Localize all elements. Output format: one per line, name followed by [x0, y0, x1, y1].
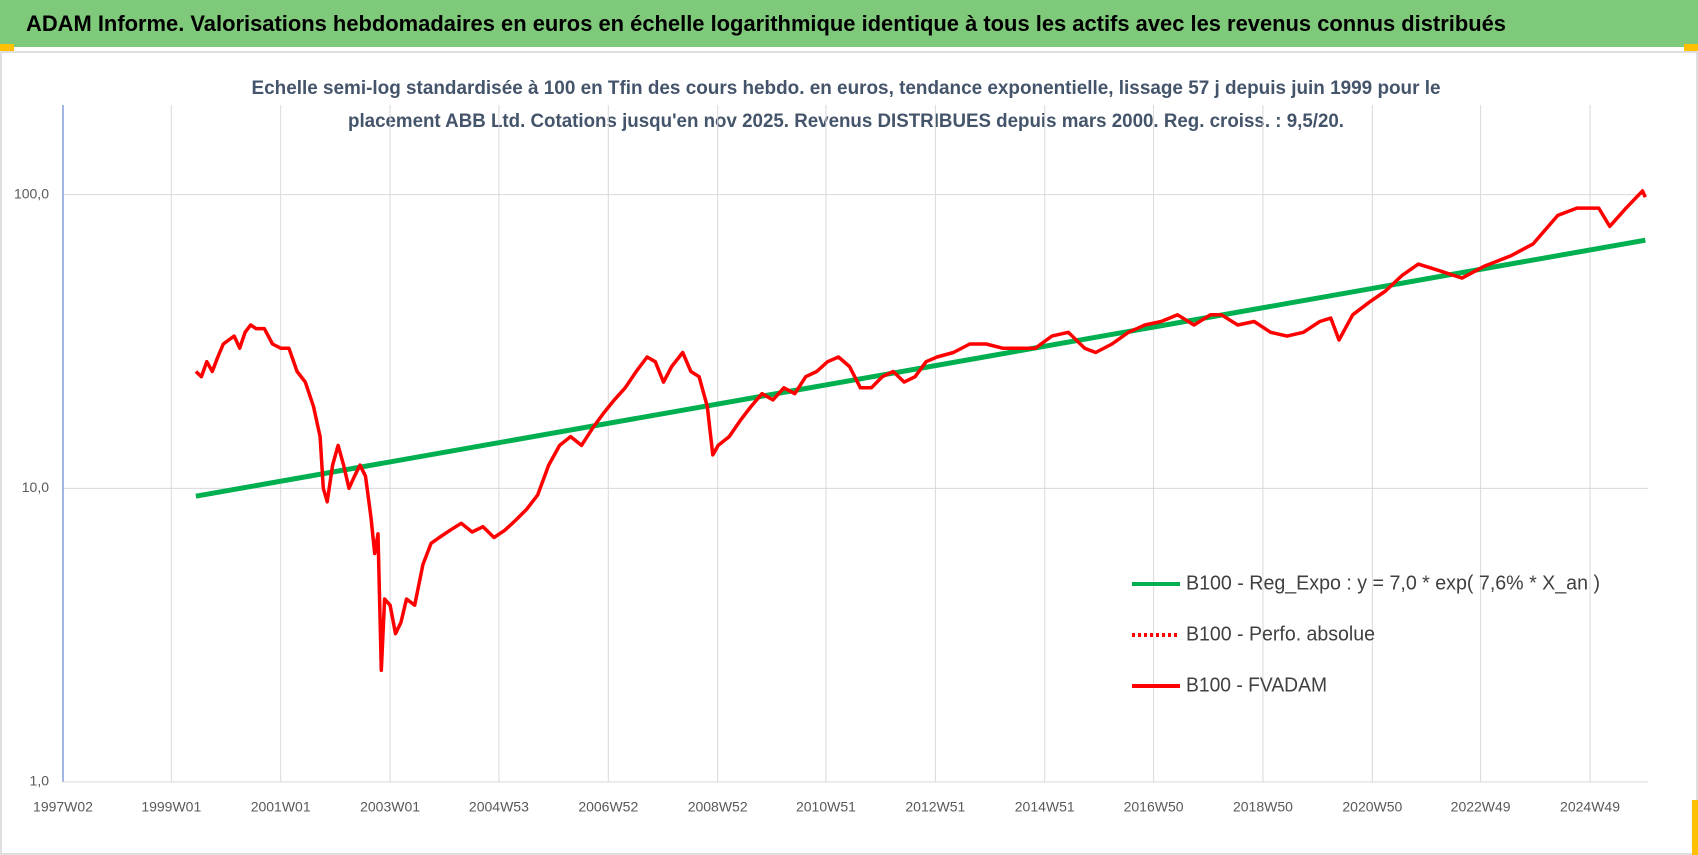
- frame: [0, 51, 1698, 855]
- x-tick-label: 1997W02: [33, 799, 93, 815]
- x-tick-label: 2016W50: [1124, 799, 1184, 815]
- x-tick-label: 2006W52: [578, 799, 638, 815]
- x-tick-label: 1999W01: [141, 799, 201, 815]
- y-tick-label: 1,0: [30, 773, 50, 789]
- x-tick-label: 2003W01: [360, 799, 420, 815]
- x-tick-label: 2014W51: [1015, 799, 1075, 815]
- x-tick-label: 2010W51: [796, 799, 856, 815]
- subtitle: Echelle semi-log standardisée à 100 en T…: [252, 78, 1441, 99]
- legend-label: B100 - FVADAM: [1186, 674, 1327, 696]
- x-tick-label: 2022W49: [1451, 799, 1511, 815]
- x-tick-label: 2001W01: [251, 799, 311, 815]
- subtitle: placement ABB Ltd. Cotations jusqu'en no…: [348, 111, 1344, 132]
- x-tick-label: 2004W53: [469, 799, 529, 815]
- x-tick-label: 2012W51: [905, 799, 965, 815]
- series-line: [194, 189, 1647, 673]
- y-tick-label: 10,0: [22, 479, 49, 495]
- legend-label: B100 - Reg_Expo : y = 7,0 * exp( 7,6% * …: [1186, 572, 1600, 594]
- x-tick-label: 2018W50: [1233, 799, 1293, 815]
- header-bar: [0, 0, 1698, 47]
- x-tick-label: 2020W50: [1342, 799, 1402, 815]
- chart-title: ADAM Informe. Valorisations hebdomadaire…: [26, 11, 1506, 36]
- x-tick-label: 2008W52: [688, 799, 748, 815]
- y-tick-label: 100,0: [14, 185, 49, 201]
- x-tick-label: 2024W49: [1560, 799, 1620, 815]
- legend-label: B100 - Perfo. absolue: [1186, 623, 1375, 645]
- corner: [1684, 44, 1698, 51]
- corner: [1692, 800, 1698, 855]
- corner: [0, 44, 14, 51]
